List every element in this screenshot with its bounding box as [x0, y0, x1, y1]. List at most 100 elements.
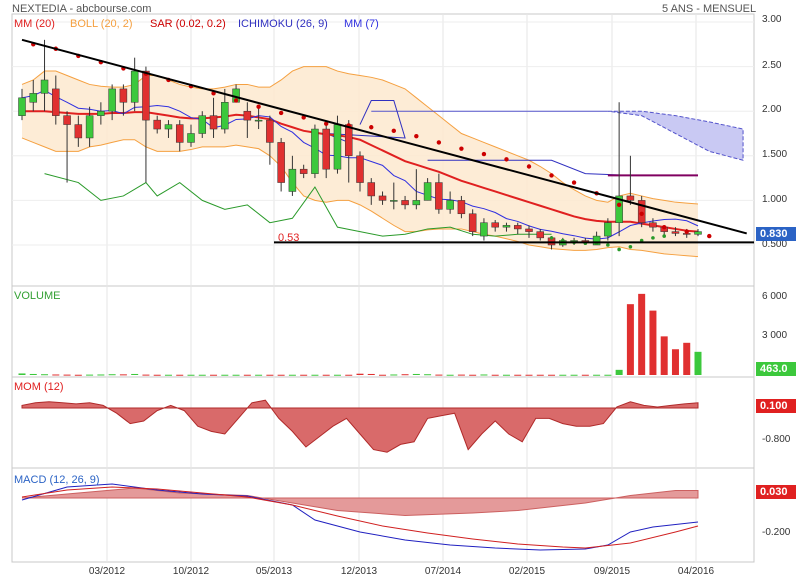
- sar-dot: [684, 229, 689, 234]
- volume-bar: [266, 374, 274, 376]
- candle: [671, 231, 680, 234]
- sar-dot: [526, 164, 532, 169]
- sar-dot: [662, 224, 667, 230]
- sar-dot: [459, 146, 464, 151]
- candle: [52, 88, 60, 116]
- macd-signal-line: [21, 486, 699, 549]
- candle: [322, 128, 330, 170]
- support-label: 0.53: [278, 232, 300, 244]
- price-tick: 1.000: [762, 194, 788, 205]
- candle: [333, 124, 342, 170]
- volume-current-tag: 463.0: [756, 362, 796, 376]
- volume-bar: [683, 342, 691, 375]
- sar-dot: [571, 180, 577, 185]
- volume-bar: [379, 374, 387, 376]
- volume-bar: [615, 369, 623, 375]
- sar-dot: [504, 157, 509, 162]
- candle: [187, 133, 195, 143]
- ichimoku-chikou: [44, 173, 552, 237]
- volume-bar: [232, 374, 240, 376]
- price-tick: 2.00: [762, 104, 782, 115]
- volume-bar: [593, 374, 601, 376]
- candle: [637, 200, 646, 223]
- candle: [502, 225, 511, 228]
- candle: [40, 79, 49, 94]
- macd-tick: -0.200: [762, 527, 791, 538]
- mom-current-tag: 0.100: [756, 399, 796, 413]
- candle: [153, 119, 161, 130]
- volume-bar: [491, 374, 499, 376]
- price-current-tag: 0.830: [756, 227, 796, 241]
- ichimoku-cloud: [607, 110, 744, 161]
- volume-bar: [74, 374, 82, 376]
- candle: [604, 222, 612, 237]
- legend-sar: SAR (0.02, 0.2): [150, 18, 226, 30]
- candle: [266, 119, 274, 143]
- candle: [85, 115, 94, 139]
- volume-bar: [694, 351, 702, 375]
- candle: [491, 222, 499, 228]
- volume-bar: [435, 374, 443, 376]
- volume-bar: [198, 374, 206, 376]
- candle: [311, 128, 319, 174]
- candle: [299, 168, 308, 174]
- volume-bar: [367, 373, 375, 375]
- volume-bar: [288, 374, 296, 376]
- volume-bar: [457, 374, 465, 376]
- sar-dot: [369, 125, 374, 130]
- candle: [221, 102, 229, 130]
- price-tick: 3.00: [762, 14, 782, 25]
- volume-bar: [131, 373, 139, 375]
- price-tick: 0.500: [762, 239, 788, 250]
- mom-title: MOM (12): [14, 381, 64, 393]
- mom-tick: -0.800: [762, 434, 791, 445]
- candle: [525, 228, 533, 232]
- chart-period: 5 ANS - MENSUEL: [662, 3, 757, 15]
- legend-mm7: MM (7): [344, 18, 379, 30]
- volume-bar: [41, 374, 49, 376]
- candle: [536, 231, 545, 239]
- volume-bar: [671, 349, 679, 375]
- candle: [446, 200, 454, 210]
- volume-title: VOLUME: [14, 290, 61, 302]
- candle: [175, 124, 184, 143]
- x-tick: 04/2016: [677, 566, 715, 577]
- volume-bar: [210, 374, 218, 376]
- candle: [243, 110, 252, 121]
- sar-dot: [436, 140, 442, 145]
- candle: [119, 88, 128, 103]
- volume-bar: [108, 374, 116, 376]
- candle: [29, 93, 38, 103]
- sar-dot: [391, 128, 396, 134]
- volume-bar: [311, 374, 319, 376]
- sar-dot-low: [549, 236, 554, 240]
- candle: [378, 195, 387, 201]
- candle: [615, 195, 623, 223]
- price-tick: 1.500: [762, 149, 788, 160]
- volume-bar: [480, 374, 488, 376]
- candle: [480, 222, 488, 237]
- candle: [468, 213, 477, 232]
- volume-bar: [277, 374, 285, 376]
- volume-bar: [221, 374, 229, 376]
- volume-bar: [390, 374, 398, 376]
- volume-bar: [119, 374, 127, 376]
- sar-dot: [707, 233, 712, 239]
- volume-bar: [97, 374, 105, 376]
- volume-bar: [356, 373, 364, 375]
- volume-bar: [18, 373, 26, 375]
- candle: [457, 200, 466, 215]
- x-tick: 07/2014: [424, 566, 462, 577]
- candle: [423, 182, 432, 201]
- volume-bar: [559, 374, 567, 376]
- legend-boll: BOLL (20, 2): [70, 18, 133, 30]
- sar-dot-low: [662, 234, 666, 238]
- volume-tick: 3 000: [762, 330, 788, 341]
- volume-bar: [345, 374, 353, 376]
- trendline: [21, 38, 747, 235]
- candle: [63, 115, 71, 125]
- candle: [356, 155, 364, 183]
- candle: [367, 182, 376, 197]
- candle: [288, 168, 297, 192]
